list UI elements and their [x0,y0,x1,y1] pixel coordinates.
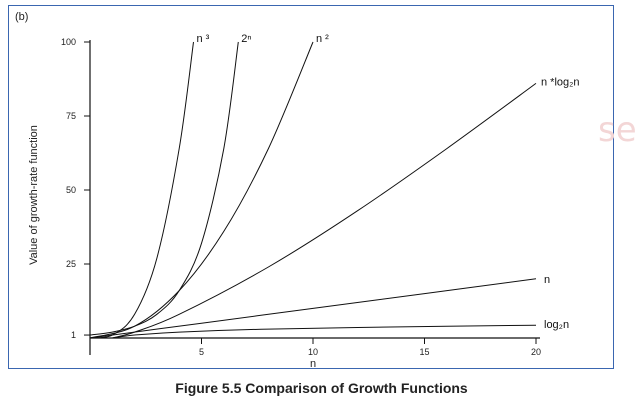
y-tick-label: 25 [66,259,76,269]
label-n-log-n: n *log₂n [541,76,580,88]
x-tick-label: 10 [308,347,318,357]
line-n-squared [89,41,314,339]
y-tick-label: 1 [71,330,76,340]
y-tick-label: 75 [66,111,76,121]
x-tick-label: 5 [199,347,204,357]
label-n-cubed: n ³ [196,33,209,45]
label-2-pow-n: 2ⁿ [241,33,251,45]
label-log-n: log₂n [544,319,569,331]
line-n [89,278,537,339]
panel-label: (b) [15,11,29,23]
line-n-log-n [112,82,537,339]
x-axis-label: n [310,358,316,370]
label-n-squared: n ² [316,33,329,45]
watermark-text: se [598,110,637,150]
y-tick-label: 100 [61,37,76,47]
line-n-cubed [89,41,194,339]
y-tick-label: 50 [66,185,76,195]
x-tick-label: 15 [419,347,429,357]
x-tick-label: 20 [531,347,541,357]
line-2-pow-n [89,41,239,336]
line-log-n [112,324,537,339]
label-n: n [544,274,550,286]
y-axis-label: Value of growth-rate function [28,125,40,265]
figure-caption: Figure 5.5 Comparison of Growth Function… [175,380,468,396]
